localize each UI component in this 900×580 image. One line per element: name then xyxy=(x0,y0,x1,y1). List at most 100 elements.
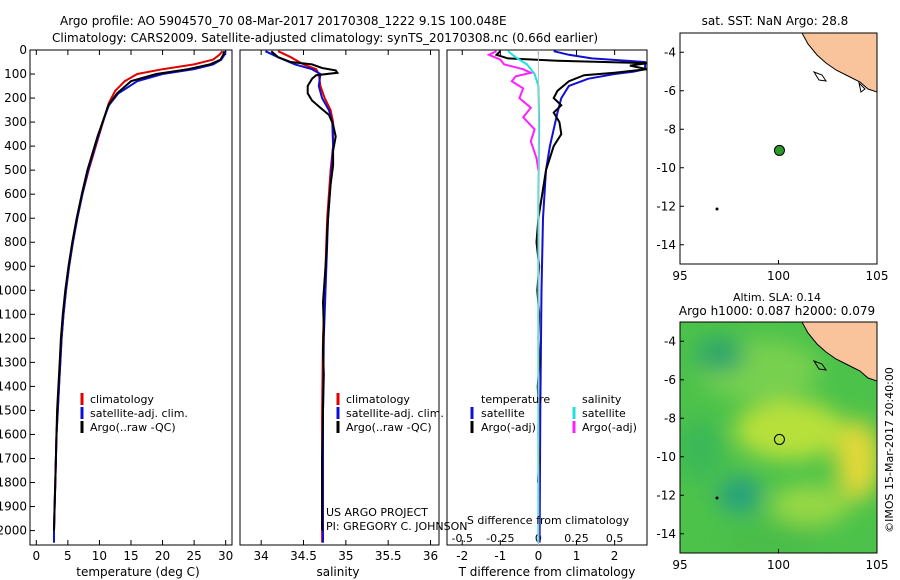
map-y-tick-label: -6 xyxy=(664,373,676,387)
y-tick-label: 1900 xyxy=(0,500,27,514)
x-tick-label: 34 xyxy=(254,549,269,563)
series-line-argo-raw-qc- xyxy=(270,50,340,531)
map-y-tick-label: -4 xyxy=(664,334,676,348)
x-tick-label: 35.5 xyxy=(375,549,402,563)
y-tick-label: 300 xyxy=(4,115,27,129)
sst-map-title: sat. SST: NaN Argo: 28.8 xyxy=(702,14,849,28)
y-tick-label: 800 xyxy=(4,235,27,249)
temperature-series xyxy=(53,50,227,543)
sst-map-islet xyxy=(715,207,719,211)
sla-patch-2 xyxy=(695,337,745,373)
sla-map-island xyxy=(812,360,828,371)
map-y-tick-label: -10 xyxy=(656,161,676,175)
legend-argo-label: Argo(..raw -QC) xyxy=(90,421,176,434)
difference-xlabel: T difference from climatology xyxy=(458,565,636,579)
legend-s-sat-label: satellite xyxy=(582,407,626,420)
legend-clim-label: climatology xyxy=(90,393,154,406)
sla-map-argo-marker xyxy=(773,433,785,445)
pi-credit: PI: GREGORY C. JOHNSON xyxy=(326,520,467,533)
imos-credit: ©IMOS 15-Mar-2017 20:40:00 xyxy=(883,367,896,533)
x-tick-label-s: -0.5 xyxy=(452,532,473,545)
sst-map-island-small xyxy=(858,81,866,93)
salinity-series xyxy=(264,50,340,543)
x-tick-label: 25 xyxy=(186,549,201,563)
y-tick-label: 500 xyxy=(4,163,27,177)
difference-legend: temperature satellite Argo(-adj) salinit… xyxy=(470,393,637,434)
map-x-tick-label: 95 xyxy=(672,558,687,572)
sla-map-panel: Altim. SLA: 0.14 Argo h1000: 0.087 h2000… xyxy=(656,291,896,572)
legend-t-argo-label: Argo(-adj) xyxy=(481,421,536,434)
sla-patch-3 xyxy=(735,400,845,460)
map-x-tick-label: 100 xyxy=(767,558,790,572)
y-tick-label: 1500 xyxy=(0,403,27,417)
header-line2: Climatology: CARS2009. Satellite-adjuste… xyxy=(52,31,598,45)
series-line-t-satellite xyxy=(538,50,647,543)
difference-frame xyxy=(446,49,648,546)
map-y-tick-label: -14 xyxy=(656,238,676,252)
difference-xlabel-top: S difference from climatology xyxy=(467,514,630,527)
salinity-axis: 34 34.5 35 35.5 36 xyxy=(254,50,438,563)
x-tick-label: 35 xyxy=(338,549,353,563)
x-tick-label-s: 0.5 xyxy=(606,532,624,545)
map-y-tick-label: -4 xyxy=(664,45,676,59)
y-tick-label: 0 xyxy=(19,43,27,57)
y-tick-label: 1800 xyxy=(0,476,27,490)
x-tick-label-s: -0.25 xyxy=(486,532,514,545)
temperature-axis: 0 5 10 15 20 25 30 xyxy=(32,50,233,563)
x-tick-label: 5 xyxy=(64,549,72,563)
y-tick-label: 1300 xyxy=(0,355,27,369)
legend-t-sat-label: satellite xyxy=(481,407,525,420)
s-legend-argo-label: Argo(..raw -QC) xyxy=(346,421,432,434)
map-y-tick-label: -10 xyxy=(656,450,676,464)
x-tick-label: -1 xyxy=(494,549,506,563)
sla-map-title2: Argo h1000: 0.087 h2000: 0.079 xyxy=(679,304,875,318)
sst-map-island xyxy=(812,71,828,82)
x-tick-label: 20 xyxy=(155,549,170,563)
sla-map-title1: Altim. SLA: 0.14 xyxy=(733,291,821,304)
y-tick-label: 1200 xyxy=(0,331,27,345)
map-x-tick-label: 105 xyxy=(866,269,889,283)
map-y-tick-label: -12 xyxy=(656,488,676,502)
sst-map-axes: 95 100 105 -4 -6 -8 -10 -12 -14 xyxy=(656,45,888,283)
sla-heatmap xyxy=(680,322,877,553)
header-line1: Argo profile: AO 5904570_70 08-Mar-2017 … xyxy=(60,14,507,28)
y-tick-label: 400 xyxy=(4,139,27,153)
x-tick-label: 34.5 xyxy=(290,549,317,563)
map-x-tick-label: 100 xyxy=(767,269,790,283)
y-tick-label: 600 xyxy=(4,187,27,201)
y-tick-label: 2000 xyxy=(0,524,27,538)
map-y-tick-label: -12 xyxy=(656,199,676,213)
x-tick-label: 36 xyxy=(423,549,438,563)
sla-patch-6 xyxy=(718,477,762,513)
project-credit: US ARGO PROJECT xyxy=(326,506,428,519)
map-x-tick-label: 105 xyxy=(866,558,889,572)
x-tick-label: 2 xyxy=(611,549,619,563)
legend-s-title: salinity xyxy=(582,393,622,406)
y-tick-label: 1700 xyxy=(0,451,27,465)
sla-map-land xyxy=(801,322,877,382)
temperature-legend: climatology satellite-adj. clim. Argo(..… xyxy=(80,393,188,434)
x-tick-label: 0 xyxy=(535,549,543,563)
sst-map-argo-marker xyxy=(773,144,785,156)
x-tick-label: 10 xyxy=(92,549,107,563)
legend-t-title: temperature xyxy=(481,393,550,406)
pressure-axis: 0 100 200 300 400 500 600 700 800 900 1000 1100 1200… xyxy=(0,43,35,538)
map-y-tick-label: -6 xyxy=(664,84,676,98)
x-tick-label: -2 xyxy=(456,549,468,563)
sst-map-panel: sat. SST: NaN Argo: 28.8 95 100 105 -4 -6 -8 -… xyxy=(656,14,888,283)
temperature-xlabel: temperature (deg C) xyxy=(76,565,199,579)
y-tick-label: 900 xyxy=(4,259,27,273)
series-line-argo-raw-qc- xyxy=(53,50,226,531)
salinity-legend: climatology satellite-adj. clim. Argo(..… xyxy=(336,393,444,434)
salinity-frame xyxy=(239,49,440,546)
map-y-tick-label: -8 xyxy=(664,411,676,425)
sst-map-land xyxy=(801,33,877,93)
x-tick-label: 0 xyxy=(32,549,40,563)
x-tick-label: 1 xyxy=(573,549,581,563)
map-y-tick-label: -14 xyxy=(656,527,676,541)
salinity-xlabel: salinity xyxy=(316,565,359,579)
x-tick-label: 15 xyxy=(123,549,138,563)
y-tick-label: 700 xyxy=(4,211,27,225)
